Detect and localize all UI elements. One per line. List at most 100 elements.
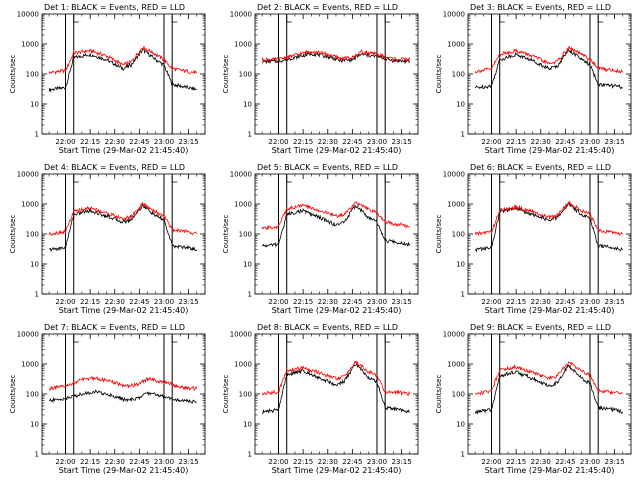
x-tick-label: 22:45 <box>555 458 575 466</box>
x-tick-label: 22:15 <box>293 138 313 146</box>
plot-frame <box>41 333 206 455</box>
events-series-line <box>261 204 411 248</box>
y-axis-label: Counts/sec <box>9 215 17 254</box>
events-series-line <box>474 364 624 415</box>
x-tick-label: 23:15 <box>604 458 624 466</box>
y-tick-label: 10000 <box>443 171 465 179</box>
x-tick-label: 22:45 <box>129 138 149 146</box>
x-axis-label: Start Time (29-Mar-02 21:45:40) <box>272 466 402 475</box>
x-tick-label: 23:15 <box>391 138 411 146</box>
x-tick-label: 22:30 <box>318 298 338 306</box>
x-tick-label: 23:15 <box>391 458 411 466</box>
x-tick-label: 22:15 <box>506 458 526 466</box>
y-tick-label: 1 <box>461 451 465 459</box>
lld-series-line <box>474 361 624 396</box>
chart-svg: Det 3: BLACK = Events, RED = LLD 1 10 100 10… <box>435 3 632 155</box>
y-tick-label: 10 <box>30 261 39 269</box>
x-tick-label: 22:15 <box>80 138 100 146</box>
lld-series-line <box>261 201 411 230</box>
y-tick-label: 10 <box>243 261 252 269</box>
y-tick-label: 10000 <box>443 11 465 19</box>
chart-title: Det 5: BLACK = Events, RED = LLD <box>257 163 398 172</box>
x-tick-label: 22:00 <box>55 458 75 466</box>
y-tick-label: 1000 <box>234 361 252 369</box>
detector-panel-8: Det 8: BLACK = Events, RED = LLD 1 10 100 10… <box>213 320 426 480</box>
y-tick-label: 10 <box>243 101 252 109</box>
chart-title: Det 3: BLACK = Events, RED = LLD <box>470 3 611 12</box>
y-tick-label: 10 <box>456 421 465 429</box>
y-tick-label: 1 <box>248 291 252 299</box>
marker-corner <box>73 16 79 23</box>
x-axis-label: Start Time (29-Mar-02 21:45:40) <box>485 146 615 155</box>
x-axis-label: Start Time (29-Mar-02 21:45:40) <box>59 306 189 315</box>
chart-svg: Det 6: BLACK = Events, RED = LLD 1 10 100 10… <box>435 163 632 315</box>
x-tick-label: 23:00 <box>367 458 387 466</box>
chart-title: Det 9: BLACK = Events, RED = LLD <box>470 323 611 332</box>
plot-frame <box>254 13 419 135</box>
detector-panel-5: Det 5: BLACK = Events, RED = LLD 1 10 100 10… <box>213 160 426 320</box>
marker-corner <box>384 176 391 183</box>
chart-svg: Det 8: BLACK = Events, RED = LLD 1 10 100 10… <box>222 323 419 475</box>
y-axis-label: Counts/sec <box>9 55 17 94</box>
detector-panel-6: Det 6: BLACK = Events, RED = LLD 1 10 100 10… <box>426 160 639 320</box>
x-tick-label: 22:30 <box>105 458 125 466</box>
chart-svg: Det 7: BLACK = Events, RED = LLD 1 10 100 10… <box>9 323 206 475</box>
detector-panel-1: Det 1: BLACK = Events, RED = LLD 1 10 100 10… <box>0 0 213 160</box>
marker-corner <box>384 336 391 343</box>
x-tick-label: 22:15 <box>506 298 526 306</box>
y-tick-label: 100 <box>452 71 465 79</box>
y-tick-label: 1000 <box>447 201 465 209</box>
events-series-line <box>474 201 624 253</box>
plot-frame <box>254 333 419 455</box>
marker-corner <box>499 176 505 183</box>
y-axis-label: Counts/sec <box>435 215 443 254</box>
y-tick-label: 1000 <box>21 361 39 369</box>
y-tick-label: 1000 <box>447 41 465 49</box>
marker-corner <box>73 336 79 343</box>
x-tick-label: 23:00 <box>580 298 600 306</box>
chart-svg: Det 9: BLACK = Events, RED = LLD 1 10 100 10… <box>435 323 632 475</box>
y-tick-label: 10 <box>30 101 39 109</box>
plot-frame <box>467 173 632 295</box>
y-axis-label: Counts/sec <box>435 375 443 414</box>
marker-corner <box>597 336 604 343</box>
chart-title: Det 7: BLACK = Events, RED = LLD <box>44 323 185 332</box>
y-axis-label: Counts/sec <box>222 215 230 254</box>
y-tick-label: 1 <box>35 131 39 139</box>
marker-corner <box>171 16 178 23</box>
y-tick-label: 1 <box>35 291 39 299</box>
y-tick-label: 10000 <box>230 331 252 339</box>
x-tick-label: 22:30 <box>531 138 551 146</box>
marker-corner <box>286 176 292 183</box>
lld-series-line <box>261 360 411 396</box>
x-tick-label: 23:00 <box>367 298 387 306</box>
y-tick-label: 100 <box>452 391 465 399</box>
plot-frame <box>254 173 419 295</box>
lld-series-line <box>474 201 624 236</box>
lld-series-line <box>261 49 411 63</box>
chart-title: Det 1: BLACK = Events, RED = LLD <box>44 3 185 12</box>
lld-series-line <box>48 375 198 391</box>
y-tick-label: 1000 <box>21 201 39 209</box>
y-tick-label: 1000 <box>21 41 39 49</box>
x-tick-label: 22:45 <box>129 458 149 466</box>
x-tick-label: 23:15 <box>178 138 198 146</box>
x-tick-label: 23:00 <box>154 298 174 306</box>
chart-svg: Det 1: BLACK = Events, RED = LLD 1 10 100 10… <box>9 3 206 155</box>
x-tick-label: 22:45 <box>555 138 575 146</box>
x-tick-label: 22:00 <box>481 298 501 306</box>
y-tick-label: 100 <box>239 71 252 79</box>
x-tick-label: 22:30 <box>531 298 551 306</box>
x-tick-label: 22:30 <box>105 298 125 306</box>
x-tick-label: 22:30 <box>318 138 338 146</box>
x-tick-label: 22:00 <box>55 298 75 306</box>
y-tick-label: 10000 <box>17 171 39 179</box>
x-tick-label: 22:45 <box>342 298 362 306</box>
marker-corner <box>597 16 604 23</box>
detector-panel-9: Det 9: BLACK = Events, RED = LLD 1 10 100 10… <box>426 320 639 480</box>
x-tick-label: 22:30 <box>105 138 125 146</box>
x-tick-label: 22:00 <box>481 138 501 146</box>
x-tick-label: 22:45 <box>342 138 362 146</box>
x-tick-label: 22:00 <box>481 458 501 466</box>
y-tick-label: 1000 <box>234 41 252 49</box>
